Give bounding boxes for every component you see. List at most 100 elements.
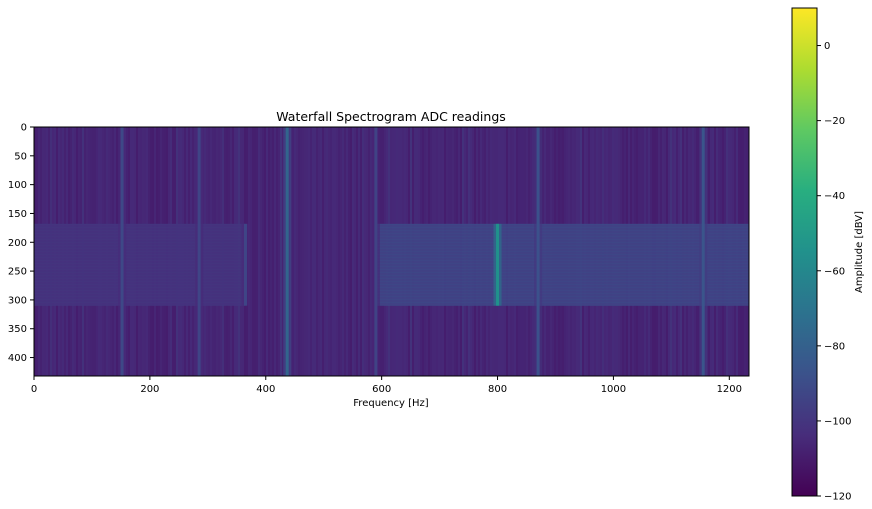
noise-stripe [318, 127, 320, 376]
noise-stripe [340, 127, 342, 376]
band-row [34, 283, 246, 285]
band-row [375, 292, 749, 294]
signal-band [375, 223, 749, 306]
colorbar-tick-label: −120 [824, 492, 851, 503]
band-row [375, 223, 749, 225]
y-tick-label: 300 [8, 295, 27, 306]
colorbar-tick-label: −100 [824, 416, 851, 427]
band-row [34, 241, 246, 243]
band-row [375, 235, 749, 237]
colorbar [791, 7, 818, 497]
band-row [34, 268, 246, 270]
noise-stripe [296, 127, 298, 376]
band-row [375, 241, 749, 243]
band-row [375, 298, 749, 300]
band-row [375, 253, 749, 255]
band-row [375, 250, 749, 252]
noise-stripe [346, 127, 348, 376]
band-row [34, 265, 246, 267]
noise-stripe [360, 127, 362, 376]
band-row [34, 226, 246, 228]
x-tick-label: 200 [140, 384, 159, 395]
band-row [34, 280, 246, 282]
noise-stripe [312, 127, 314, 376]
noise-stripe [336, 127, 338, 376]
colorbar-tick-label: −20 [824, 116, 845, 127]
band-row [34, 274, 246, 276]
band-row [375, 301, 749, 303]
noise-stripe [324, 127, 326, 376]
noise-stripe [362, 127, 364, 376]
colorbar-tick-label: 0 [824, 41, 830, 52]
band-row [375, 262, 749, 264]
noise-stripe [322, 127, 324, 376]
band-row [375, 283, 749, 285]
spectrogram-area [34, 127, 749, 376]
spectral-line [285, 127, 289, 376]
band-row [34, 301, 246, 303]
x-tick-label: 1000 [601, 384, 626, 395]
y-tick-label: 200 [8, 238, 27, 249]
noise-stripe [274, 127, 276, 376]
band-row [34, 223, 246, 225]
y-axis-ticks: 0 50 100 150 200 250 300 350 400 [8, 123, 34, 364]
band-row [375, 265, 749, 267]
x-tick-label: 0 [31, 384, 37, 395]
plot-frame [33, 126, 750, 377]
x-axis-label: Frequency [Hz] [353, 398, 429, 409]
band-row [375, 271, 749, 273]
band-row [34, 229, 246, 231]
noise-stripe [282, 127, 284, 376]
band-row [375, 268, 749, 270]
band-row [34, 292, 246, 294]
band-row [375, 274, 749, 276]
spectral-line [197, 127, 201, 376]
noise-stripe [256, 127, 258, 376]
noise-stripe [354, 127, 356, 376]
noise-stripe [310, 127, 312, 376]
noise-stripe [252, 127, 254, 376]
band-row [34, 262, 246, 264]
spectrogram-features [34, 127, 749, 376]
band-row [34, 247, 246, 249]
band-row [375, 229, 749, 231]
noise-stripe [328, 127, 330, 376]
band-row [375, 259, 749, 261]
colorbar-ticks: 0 −20 −40 −60 −80 −100 −120 [817, 41, 851, 503]
noise-stripe [348, 127, 350, 376]
noise-stripe [262, 127, 264, 376]
noise-stripe [308, 127, 310, 376]
band-row [375, 280, 749, 282]
noise-stripe [344, 127, 346, 376]
noise-stripe [338, 127, 340, 376]
noise-stripe [292, 127, 294, 376]
band-row [375, 232, 749, 234]
band-row [34, 244, 246, 246]
noise-stripe [352, 127, 354, 376]
noise-stripe [298, 127, 300, 376]
colorbar-tick-label: −40 [824, 191, 845, 202]
y-tick-label: 100 [8, 180, 27, 191]
noise-stripe [370, 127, 372, 376]
x-tick-label: 1200 [717, 384, 742, 395]
band-row [34, 286, 246, 288]
signal-band [34, 223, 246, 306]
noise-stripe [342, 127, 344, 376]
noise-stripe [332, 127, 334, 376]
x-tick-label: 600 [372, 384, 391, 395]
y-tick-label: 150 [8, 209, 27, 220]
band-row [34, 298, 246, 300]
band-row [34, 238, 246, 240]
x-tick-label: 800 [488, 384, 507, 395]
noise-stripe [280, 127, 282, 376]
noise-stripe [302, 127, 304, 376]
noise-stripe [350, 127, 352, 376]
y-tick-label: 50 [14, 151, 27, 162]
noise-stripe [272, 127, 274, 376]
noise-stripe [330, 127, 332, 376]
noise-stripe [364, 127, 366, 376]
noise-stripe [264, 127, 266, 376]
band-row [375, 226, 749, 228]
noise-stripe [304, 127, 306, 376]
